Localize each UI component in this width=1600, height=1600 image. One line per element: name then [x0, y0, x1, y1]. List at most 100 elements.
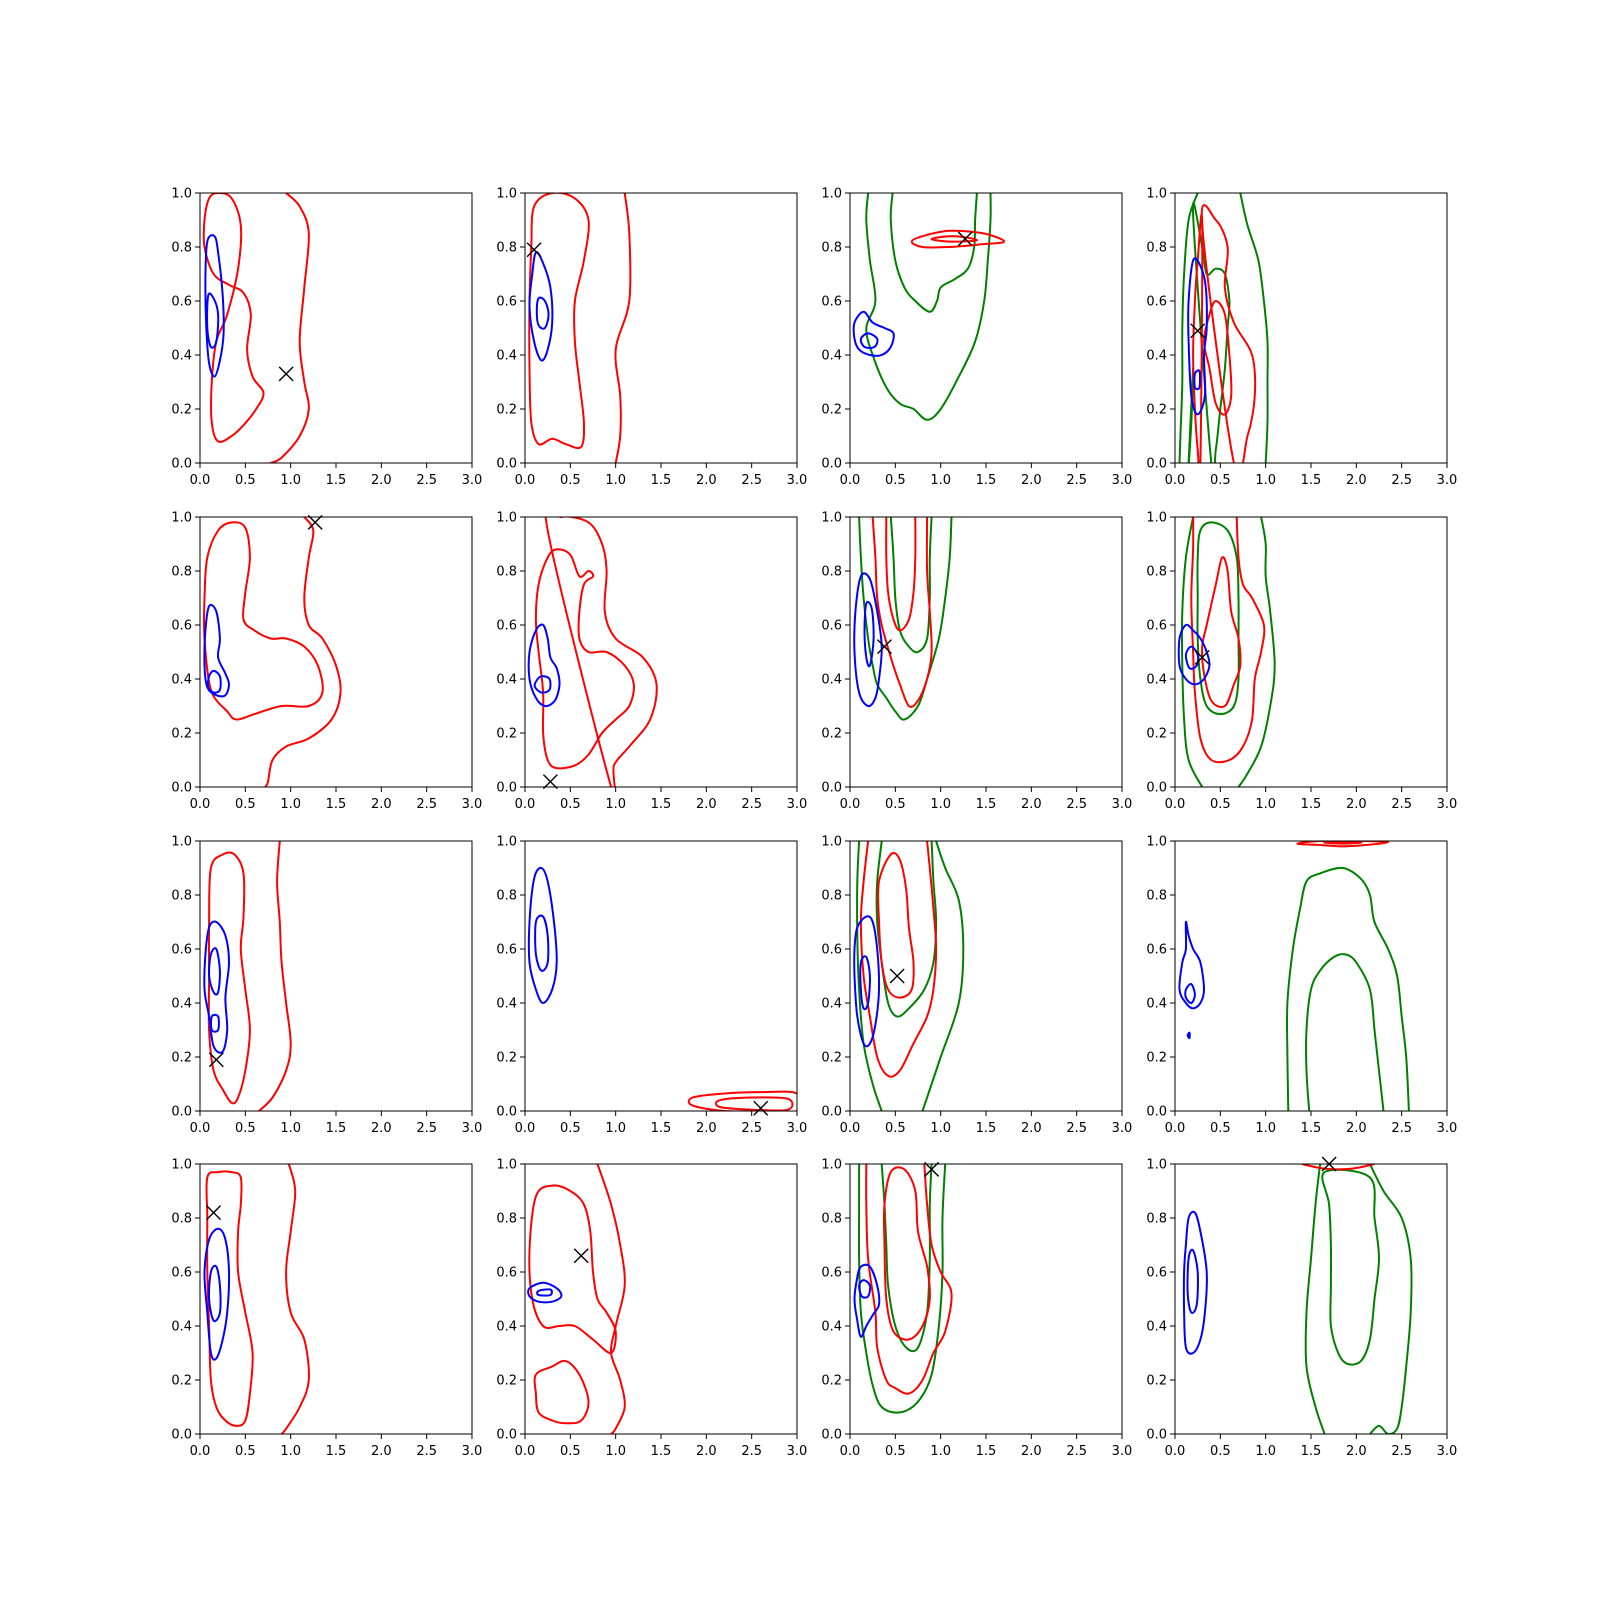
blue-contour-line: [1184, 982, 1196, 1005]
y-tick-label: 1.0: [1146, 511, 1167, 526]
red-contour-line: [1201, 556, 1242, 709]
panel-r3-c3: 0.0 0.5 1.0 1.5 2.0 2.5 3.0 0.0 0.2 0.4 0.6 0.8 1.0: [821, 835, 1132, 1137]
y-tick-label: 0.4: [496, 349, 517, 364]
y-tick-label: 0.2: [1146, 727, 1167, 742]
axes-frame: [524, 516, 798, 788]
green-contour-line: [1180, 517, 1204, 787]
blue-contour-line: [534, 914, 550, 972]
y-tick-label: 0.2: [821, 403, 842, 418]
green-contour-line: [1304, 1164, 1326, 1434]
x-tick-label: 3.0: [462, 797, 483, 812]
green-contour-line: [1178, 193, 1199, 463]
x-marker: [206, 1205, 222, 1221]
contour-group: [852, 193, 1006, 421]
green-contour-line: [1285, 866, 1410, 1111]
x-tick-label: 3.0: [1437, 1121, 1458, 1136]
red-contour-line: [544, 517, 658, 787]
y-tick-label: 1.0: [171, 187, 192, 202]
x-tick-label: 2.0: [696, 797, 717, 812]
axes-frame: [1174, 516, 1448, 788]
panel-r4-c4: 0.0 0.5 1.0 1.5 2.0 2.5 3.0 0.0 0.2 0.4 0.6 0.8 1.0: [1146, 1156, 1458, 1459]
x-tick-label: 0.5: [235, 1444, 256, 1459]
blue-contour-line: [859, 332, 879, 349]
contour-group: [202, 193, 310, 463]
y-tick-label: 0.6: [821, 619, 842, 634]
x-tick-label: 0.5: [885, 1444, 906, 1459]
y-tick-label: 0.8: [1146, 241, 1167, 256]
blue-contour-line: [207, 947, 221, 996]
y-tick-label: 0.0: [1146, 457, 1167, 472]
x-tick-label: 2.0: [1346, 1121, 1367, 1136]
x-marker: [957, 231, 973, 247]
panel-r2-c4: 0.0 0.5 1.0 1.5 2.0 2.5 3.0 0.0 0.2 0.4 0.6 0.8 1.0: [1146, 511, 1457, 813]
x-tick-label: 1.5: [326, 797, 347, 812]
x-tick-label: 2.0: [1346, 797, 1367, 812]
y-tick-label: 0.4: [821, 997, 842, 1012]
y-tick-label: 1.0: [1146, 1158, 1167, 1173]
green-contour-line: [865, 193, 992, 421]
y-tick-label: 0.8: [496, 889, 517, 904]
x-tick-label: 2.0: [371, 473, 392, 488]
panel-r2-c2: 0.0 0.5 1.0 1.5 2.0 2.5 3.0 0.0 0.2 0.4 0.6 0.8 1.0: [496, 511, 807, 813]
green-contour-line: [1196, 521, 1240, 716]
y-tick-label: 0.4: [1146, 349, 1167, 364]
x-tick-label: 0.0: [840, 1444, 861, 1459]
y-tick-label: 0.6: [496, 619, 517, 634]
y-tick-label: 0.8: [821, 889, 842, 904]
contour-group: [527, 1164, 626, 1434]
red-contour-line: [865, 1164, 953, 1395]
x-tick-label: 3.0: [1437, 1444, 1458, 1459]
x-tick-label: 0.5: [560, 1444, 581, 1459]
panel-r3-c4: 0.0 0.5 1.0 1.5 2.0 2.5 3.0 0.0 0.2 0.4 0.6 0.8 1.0: [1146, 835, 1457, 1137]
x-tick-label: 0.5: [885, 1121, 906, 1136]
contour-group: [853, 1164, 953, 1414]
x-tick-label: 0.0: [190, 797, 211, 812]
red-contour-line: [596, 1164, 626, 1434]
y-tick-label: 0.0: [821, 457, 842, 472]
x-tick-label: 1.5: [976, 473, 997, 488]
x-tick-label: 2.5: [416, 797, 437, 812]
y-tick-label: 0.4: [1146, 997, 1167, 1012]
x-tick-label: 2.5: [416, 473, 437, 488]
x-tick-label: 3.0: [462, 473, 483, 488]
x-tick-label: 0.5: [560, 797, 581, 812]
x-tick-label: 1.5: [651, 1444, 672, 1459]
y-tick-label: 0.2: [496, 727, 517, 742]
y-tick-label: 0.8: [171, 241, 192, 256]
blue-contour-line: [203, 603, 230, 698]
panel-r1-c2: 0.0 0.5 1.0 1.5 2.0 2.5 3.0 0.0 0.2 0.4 0.6 0.8 1.0: [496, 187, 807, 489]
red-contour-line: [533, 1359, 590, 1425]
red-contour-line: [1190, 517, 1266, 764]
red-contour-line: [534, 548, 635, 770]
y-tick-label: 1.0: [496, 187, 517, 202]
y-tick-label: 0.0: [496, 1105, 517, 1120]
y-tick-label: 0.4: [171, 673, 192, 688]
green-contour-line: [889, 517, 933, 654]
red-contour-line: [258, 841, 292, 1111]
y-tick-label: 1.0: [496, 511, 517, 526]
y-tick-label: 0.0: [171, 781, 192, 796]
blue-contour-line: [527, 1281, 563, 1304]
x-tick-label: 2.5: [416, 1121, 437, 1136]
x-tick-label: 0.5: [235, 1121, 256, 1136]
blue-contour-line: [853, 1263, 881, 1338]
y-tick-label: 1.0: [821, 187, 842, 202]
red-contour-line: [882, 1166, 931, 1341]
blue-contour-line: [859, 955, 871, 1011]
y-tick-label: 0.2: [171, 1374, 192, 1389]
x-tick-label: 2.5: [1066, 797, 1087, 812]
x-tick-label: 0.5: [560, 473, 581, 488]
blue-contour-line: [206, 669, 222, 694]
y-tick-label: 0.2: [496, 403, 517, 418]
x-tick-label: 1.5: [1301, 1121, 1322, 1136]
blue-contour-line: [853, 915, 881, 1048]
x-tick-label: 2.5: [1391, 1444, 1412, 1459]
y-tick-label: 0.4: [496, 673, 517, 688]
x-tick-label: 0.5: [560, 1121, 581, 1136]
x-tick-label: 2.0: [1021, 1121, 1042, 1136]
x-tick-label: 0.0: [515, 797, 536, 812]
x-tick-label: 3.0: [787, 1444, 808, 1459]
y-tick-label: 0.2: [1146, 1374, 1167, 1389]
x-tick-label: 1.5: [326, 1444, 347, 1459]
